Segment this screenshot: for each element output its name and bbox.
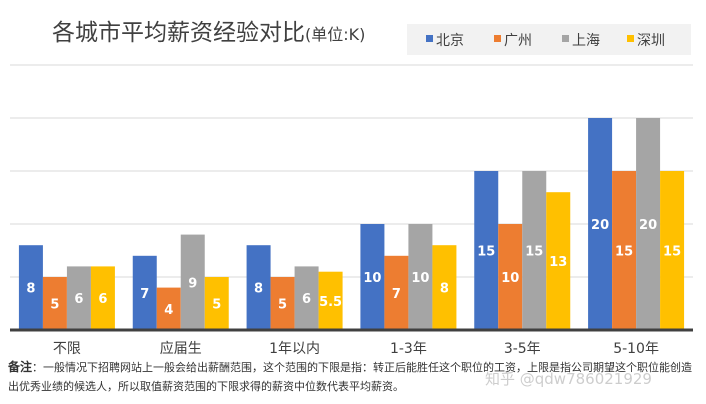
bar-广州-应届生 [156, 287, 181, 330]
x-tick-labels: 不限 应届生 1年以内 1-3年 3-5年 5-10年 [53, 340, 659, 357]
legend: 北京 广州 上海 深圳 [407, 24, 691, 55]
bar-value-label: 6 [302, 292, 311, 307]
bar-上海-1年以内 [294, 266, 319, 330]
bar-value-label: 6 [74, 292, 83, 307]
bar-北京-1-3年 [360, 224, 385, 330]
bar-value-label: 13 [549, 255, 567, 270]
bar-value-label: 5 [212, 298, 221, 313]
x-tick-label: 3-5年 [504, 341, 541, 357]
bar-深圳-5-10年 [660, 171, 685, 330]
bar-广州-1年以内 [270, 277, 295, 330]
grid-lines [10, 64, 693, 278]
x-tick-label: 不限 [53, 341, 81, 357]
legend-swatch [494, 35, 501, 42]
bars [18, 118, 685, 330]
bar-value-label: 15 [477, 245, 495, 260]
x-tick-label: 1年以内 [269, 341, 320, 357]
bar-上海-1-3年 [408, 224, 433, 330]
bar-value-label: 7 [140, 287, 149, 302]
bar-value-label: 4 [164, 303, 173, 318]
x-tick-label: 5-10年 [613, 341, 659, 357]
bar-value-label: 10 [501, 271, 519, 286]
legend-swatch [627, 35, 634, 42]
bar-value-label: 9 [188, 276, 197, 291]
bar-value-label: 6 [98, 292, 107, 307]
bar-深圳-1-3年 [432, 245, 457, 330]
bar-value-label: 20 [591, 218, 609, 233]
bar-value-label: 8 [440, 282, 449, 297]
bar-深圳-应届生 [204, 277, 229, 330]
bar-value-label: 5 [50, 298, 59, 313]
legend-background [407, 24, 691, 55]
bar-深圳-不限 [90, 266, 115, 330]
bar-广州-5-10年 [612, 171, 637, 330]
legend-swatch [426, 35, 433, 42]
bar-value-label: 15 [615, 245, 633, 260]
bar-value-label: 20 [639, 218, 657, 233]
bar-value-label: 5 [278, 298, 287, 313]
bar-value-label: 15 [663, 245, 681, 260]
footnote-text: ：一般情况下招聘网站上一般会给出薪酬范围，这个范围的下限是指：转正后能胜任这个职… [8, 361, 693, 393]
bar-上海-应届生 [180, 234, 205, 330]
bar-广州-不限 [42, 277, 67, 330]
bar-北京-应届生 [132, 255, 157, 330]
bar-深圳-3-5年 [546, 192, 571, 330]
bar-value-label: 15 [525, 245, 543, 260]
bar-广州-1-3年 [384, 255, 409, 330]
bar-广州-3-5年 [498, 224, 523, 330]
x-tick-label: 应届生 [160, 340, 202, 357]
chart-title-unit: (单位:K) [305, 25, 365, 44]
bar-北京-5-10年 [588, 118, 613, 330]
bar-value-label: 8 [254, 282, 263, 297]
bar-value-label: 7 [392, 287, 401, 302]
chart-title: 各城市平均薪资经验对比 [52, 20, 305, 46]
legend-label: 北京 [436, 33, 464, 49]
bar-深圳-1年以内 [318, 271, 343, 330]
bar-value-label: 5.5 [319, 295, 342, 310]
bar-上海-5-10年 [636, 118, 661, 330]
bar-value-label: 10 [411, 271, 429, 286]
bar-北京-1年以内 [246, 245, 271, 330]
footnote: 备注：一般情况下招聘网站上一般会给出薪酬范围，这个范围的下限是指：转正后能胜任这… [8, 358, 698, 396]
bar-value-label: 8 [26, 282, 35, 297]
svg-text:各城市平均薪资经验对比(单位:K): 各城市平均薪资经验对比(单位:K) [52, 20, 365, 46]
legend-label: 广州 [504, 33, 532, 49]
bar-上海-不限 [66, 266, 91, 330]
legend-swatch [562, 35, 569, 42]
x-tick-label: 1-3年 [390, 341, 427, 357]
watermark-text: 知乎 @qdw786021929 [485, 370, 652, 388]
bar-value-label: 10 [363, 271, 381, 286]
legend-label: 深圳 [637, 33, 665, 49]
legend-label: 上海 [572, 33, 600, 49]
bar-上海-3-5年 [522, 171, 547, 330]
bar-北京-3-5年 [474, 171, 499, 330]
bar-北京-不限 [18, 245, 43, 330]
footnote-label: 备注 [8, 360, 33, 374]
